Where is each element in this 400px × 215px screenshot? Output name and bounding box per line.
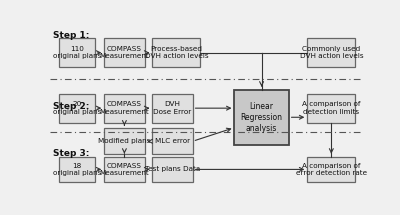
FancyBboxPatch shape xyxy=(104,94,144,123)
FancyBboxPatch shape xyxy=(104,128,144,154)
FancyBboxPatch shape xyxy=(152,38,200,67)
Text: MLC error: MLC error xyxy=(155,138,190,144)
Text: COMPASS
Measurement: COMPASS Measurement xyxy=(100,163,149,176)
Text: 20
original plans: 20 original plans xyxy=(53,101,101,115)
FancyBboxPatch shape xyxy=(152,94,193,123)
Text: Step 1:: Step 1: xyxy=(53,31,90,40)
Text: Process-based
DVH action levels: Process-based DVH action levels xyxy=(144,46,208,60)
FancyBboxPatch shape xyxy=(307,157,355,182)
Text: A comparison of
error detection rate: A comparison of error detection rate xyxy=(296,163,367,176)
Text: COMPASS
Measurement: COMPASS Measurement xyxy=(100,101,149,115)
Text: 18
original plans: 18 original plans xyxy=(53,163,101,176)
Text: Commonly used
DVH action levels: Commonly used DVH action levels xyxy=(300,46,363,60)
FancyBboxPatch shape xyxy=(234,89,289,145)
FancyBboxPatch shape xyxy=(59,94,95,123)
FancyBboxPatch shape xyxy=(307,38,355,67)
Text: Test plans Data: Test plans Data xyxy=(145,166,200,172)
FancyBboxPatch shape xyxy=(104,157,144,182)
Text: Step 3:: Step 3: xyxy=(53,149,90,158)
Text: 110
original plans: 110 original plans xyxy=(53,46,101,60)
Text: Step 2:: Step 2: xyxy=(53,102,90,111)
FancyBboxPatch shape xyxy=(307,94,355,123)
FancyBboxPatch shape xyxy=(59,157,95,182)
FancyBboxPatch shape xyxy=(59,38,95,67)
Text: Linear
Regression
analysis: Linear Regression analysis xyxy=(240,102,282,133)
Text: COMPASS
Measurement: COMPASS Measurement xyxy=(100,46,149,60)
Text: DVH
Dose Error: DVH Dose Error xyxy=(153,101,192,115)
Text: A comparison of
detection limits: A comparison of detection limits xyxy=(302,101,360,115)
Text: Modified plans: Modified plans xyxy=(98,138,150,144)
FancyBboxPatch shape xyxy=(152,128,193,154)
FancyBboxPatch shape xyxy=(152,157,193,182)
FancyBboxPatch shape xyxy=(104,38,144,67)
